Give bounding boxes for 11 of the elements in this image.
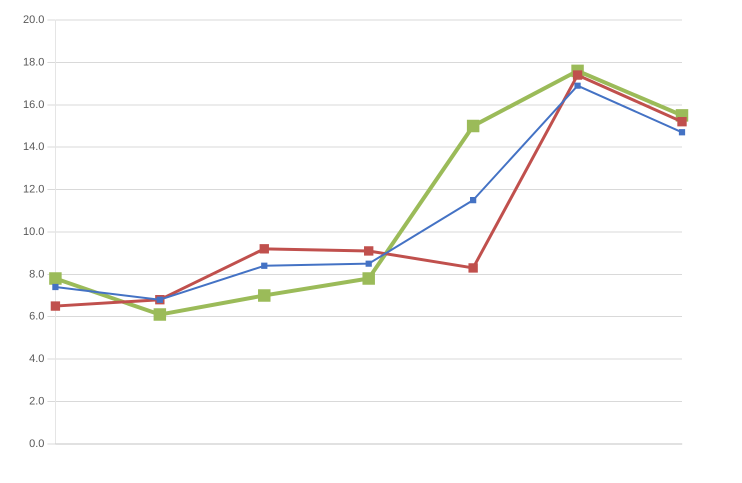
y-tick-label: 14.0 (22, 141, 44, 154)
y-tick-label: 0.0 (29, 438, 44, 450)
y-tick-label: 2.0 (29, 395, 44, 408)
y-tick-label: 12.0 (22, 184, 44, 196)
y-tick-label: 8.0 (29, 268, 44, 280)
y-tick-label: 10.0 (22, 226, 44, 238)
y-tick-label: 6.0 (29, 310, 44, 323)
y-tick-label: 18.0 (22, 56, 44, 68)
y-tick-label: 4.0 (29, 353, 44, 366)
y-tick-label: 20.0 (22, 14, 44, 26)
y-tick-label: 16.0 (22, 98, 44, 111)
